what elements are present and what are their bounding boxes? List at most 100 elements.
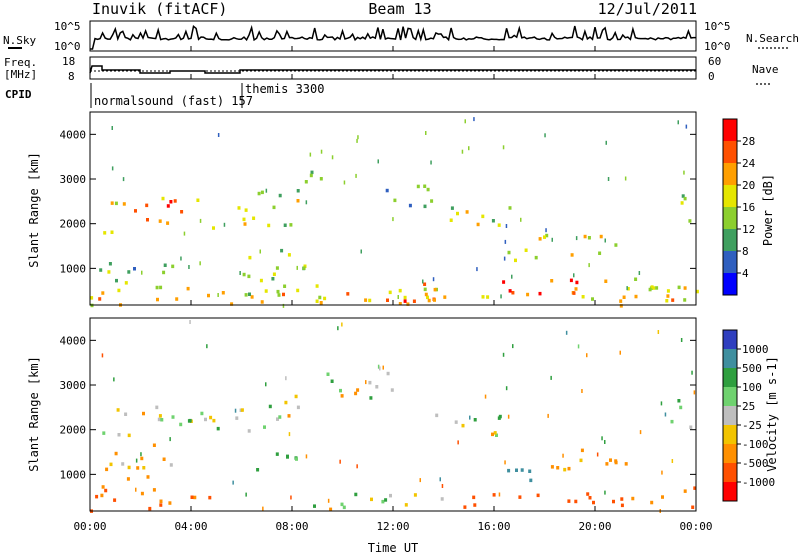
power-cell [272, 272, 276, 276]
power-cell [575, 280, 579, 285]
velocity-cell [404, 503, 408, 507]
velocity-cell [140, 491, 144, 496]
velocity-cell [620, 497, 624, 501]
power-cell [433, 287, 437, 292]
power-cell [570, 253, 574, 257]
velocity-cell [529, 478, 533, 483]
colorbar-tick-label: 12 [742, 223, 755, 236]
velocity-cell [384, 498, 388, 502]
velocity-cell [507, 414, 510, 419]
power-cell [360, 249, 362, 254]
velocity-cell [286, 455, 289, 459]
velocity-cell [377, 364, 380, 369]
velocity-cell [661, 495, 664, 499]
power-cell [331, 155, 334, 160]
velocity-cell [95, 494, 99, 499]
power-cell [538, 237, 542, 241]
y-tick-label: 2000 [60, 424, 87, 437]
velocity-cell [382, 365, 384, 370]
velocity-cell [609, 458, 612, 462]
velocity-cell [491, 432, 494, 437]
y-tick-label: 3000 [60, 379, 87, 392]
power-cell [520, 217, 522, 222]
power-cell [260, 190, 264, 195]
power-cell [508, 206, 512, 210]
beam-title: Beam 13 [368, 0, 431, 18]
power-cell [244, 208, 248, 212]
cpid-program-1: normalsound (fast) 157 [94, 94, 253, 108]
power-cell [430, 160, 432, 165]
velocity-cell [102, 431, 106, 435]
freq-label-bottom: [MHz] [4, 68, 37, 81]
velocity-cell [680, 338, 683, 342]
velocity-cell [290, 495, 292, 500]
power-cell [180, 256, 182, 261]
power-cell [248, 255, 252, 260]
velocity-cell [124, 412, 128, 416]
velocity-cell [365, 380, 367, 385]
velocity-cell [390, 388, 394, 392]
power-cell [430, 199, 434, 203]
power-cell [412, 299, 416, 303]
velocity-cell [556, 466, 560, 470]
power-cell [237, 206, 241, 210]
power-panel: 1000 2000 3000 4000 Slant Range [km] 28 24 20… [27, 111, 775, 308]
power-cell [163, 263, 167, 267]
power-cell [587, 236, 591, 240]
velocity-cell [216, 426, 220, 431]
power-cell [114, 201, 118, 206]
velocity-cell [152, 488, 156, 492]
velocity-cell [288, 432, 291, 437]
power-cell [101, 291, 105, 295]
velocity-cell [148, 506, 152, 511]
nsky-left-tick-top: 10^5 [54, 20, 81, 33]
power-cell [638, 271, 641, 275]
power-cell [683, 298, 687, 302]
power-cell [583, 234, 587, 239]
power-cell [275, 266, 279, 270]
nsky-right-tick-top: 10^5 [704, 20, 731, 33]
velocity-cell [547, 413, 549, 418]
power-cell [108, 262, 112, 266]
power-cell [456, 211, 459, 216]
velocity-cell [370, 497, 373, 502]
y-tick-label: 4000 [60, 128, 87, 141]
velocity-cell [190, 495, 194, 499]
velocity-cell [588, 496, 592, 500]
power-cell [110, 201, 114, 205]
power-cell [491, 219, 495, 223]
velocity-cell [368, 380, 372, 385]
nsky-left-label: N.Sky [3, 34, 36, 47]
velocity-cell [155, 405, 159, 410]
velocity-ylabel: Slant Range [km] [27, 356, 41, 472]
power-cell [309, 173, 313, 178]
colorbar-segment [723, 163, 737, 185]
velocity-cell [268, 404, 272, 409]
velocity-cell [146, 475, 150, 479]
power-cell [574, 287, 578, 291]
velocity-cell [162, 457, 166, 461]
velocity-panel: 1000 2000 3000 4000 Slant Range [km] 1000 50… [27, 317, 779, 513]
power-cell [242, 272, 246, 277]
power-cell [427, 298, 431, 303]
power-cell [677, 285, 681, 290]
power-cell [416, 184, 420, 189]
power-cell [385, 188, 389, 193]
power-cell [393, 198, 397, 203]
power-cell [423, 184, 427, 188]
power-cell [626, 287, 630, 291]
x-tick-label: 16:00 [477, 520, 510, 533]
power-cell [591, 297, 594, 301]
power-cell [223, 222, 226, 227]
velocity-cell [413, 493, 417, 497]
power-cell [287, 253, 291, 257]
velocity-cell [263, 425, 266, 429]
velocity-cell [601, 436, 603, 441]
velocity-cell [515, 468, 518, 472]
power-cell [473, 117, 475, 122]
power-cell [572, 291, 576, 295]
velocity-cell [369, 396, 373, 400]
power-cell [282, 292, 285, 297]
power-cell [650, 285, 654, 289]
colorbar-segment [723, 229, 737, 251]
